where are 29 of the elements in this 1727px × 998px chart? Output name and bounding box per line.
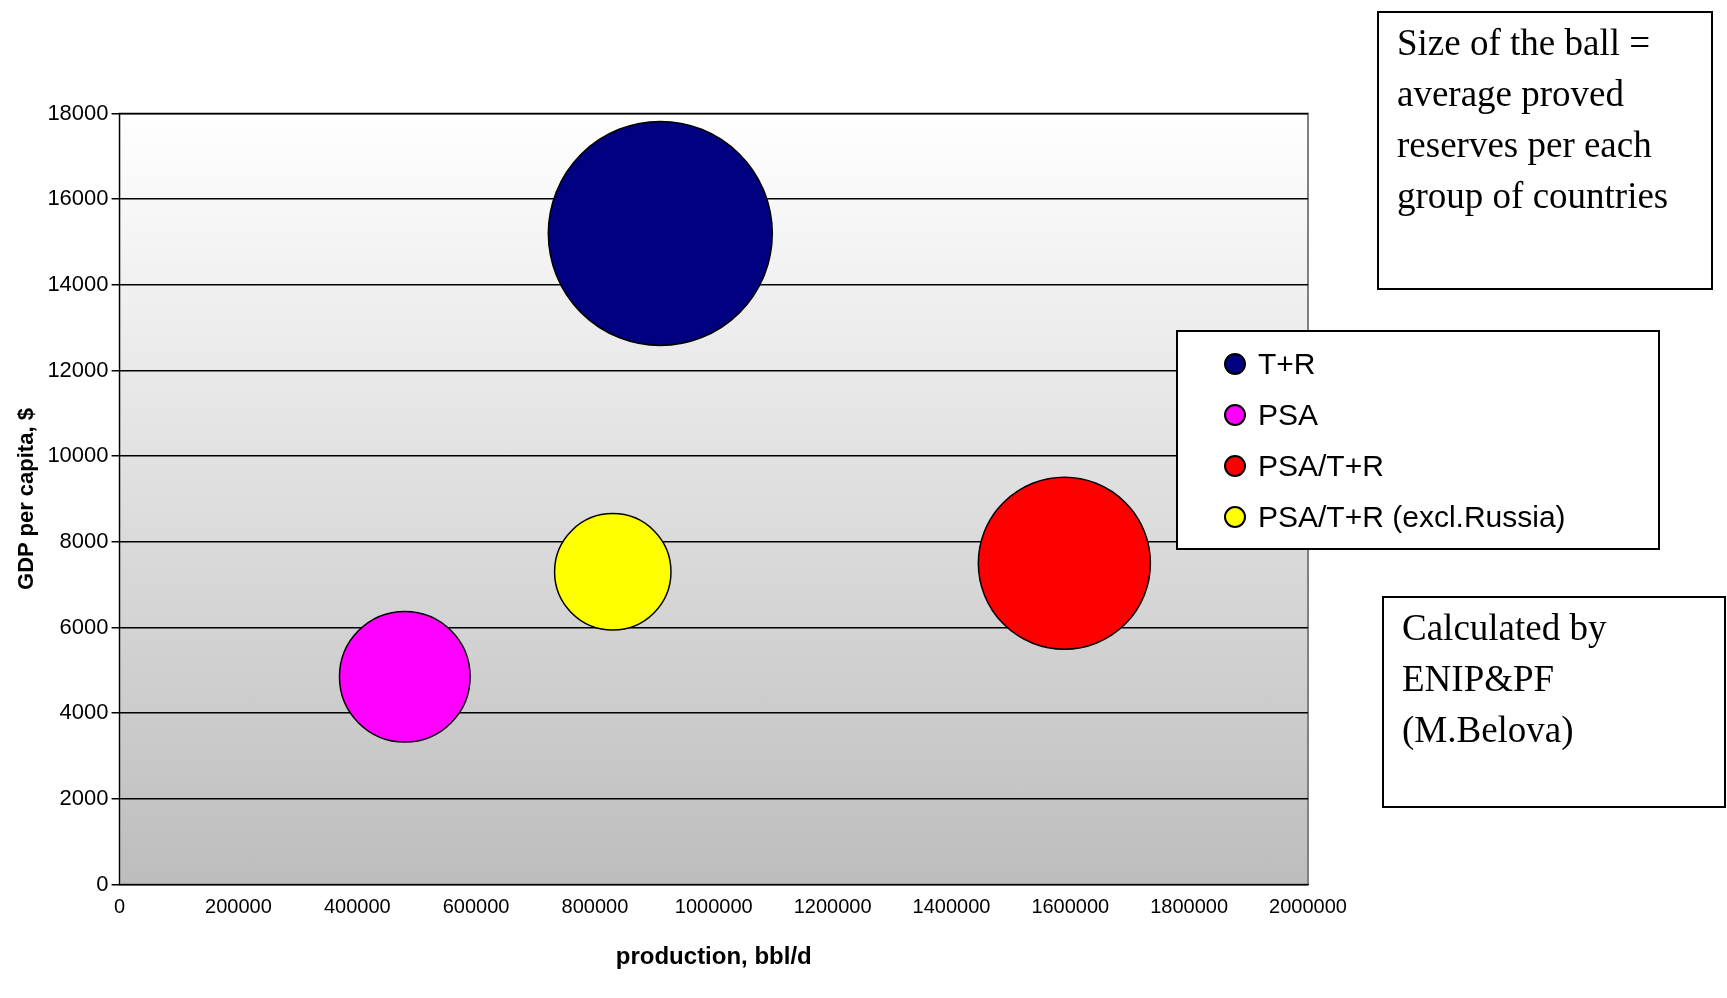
x-tick-label: 1400000 (912, 895, 991, 918)
y-tick-label: 14000 (47, 270, 109, 296)
x-tick-label: 0 (114, 895, 126, 918)
x-axis-title: production, bbl/d (615, 941, 812, 969)
y-axis-title: GDP per capita, $ (13, 408, 39, 590)
legend-label: PSA/T+R (1258, 448, 1384, 483)
legend-label: PSA (1258, 397, 1319, 432)
y-tick-label: 18000 (47, 99, 109, 125)
x-tick-label: 1600000 (1031, 895, 1110, 918)
text: Calculated by ENIP&PF (M.Belova) (1382, 596, 1726, 808)
y-tick-label: 16000 (47, 185, 109, 211)
y-tick-label: 10000 (47, 442, 109, 468)
x-tick-label: 1200000 (793, 895, 872, 918)
legend-label: PSA/T+R (excl.Russia) (1258, 499, 1566, 534)
text: Size of the ball = average proved reserves per each group of countries (1377, 11, 1713, 290)
x-tick-label: 800000 (561, 895, 629, 918)
x-tick-label: 1000000 (674, 895, 753, 918)
y-tick-label: 0 (96, 870, 109, 896)
y-tick-label: 6000 (59, 613, 109, 639)
legend-label: T+R (1258, 346, 1316, 381)
x-tick-label: 400000 (323, 895, 391, 918)
y-tick-label: 4000 (59, 699, 109, 725)
y-tick-label: 8000 (59, 527, 109, 553)
x-tick-label: 600000 (442, 895, 510, 918)
x-tick-label: 1800000 (1150, 895, 1229, 918)
y-tick-label: 2000 (59, 784, 109, 810)
x-tick-label: 200000 (205, 895, 272, 918)
y-tick-label: 12000 (47, 356, 109, 382)
x-tick-label: 2000000 (1269, 895, 1347, 918)
